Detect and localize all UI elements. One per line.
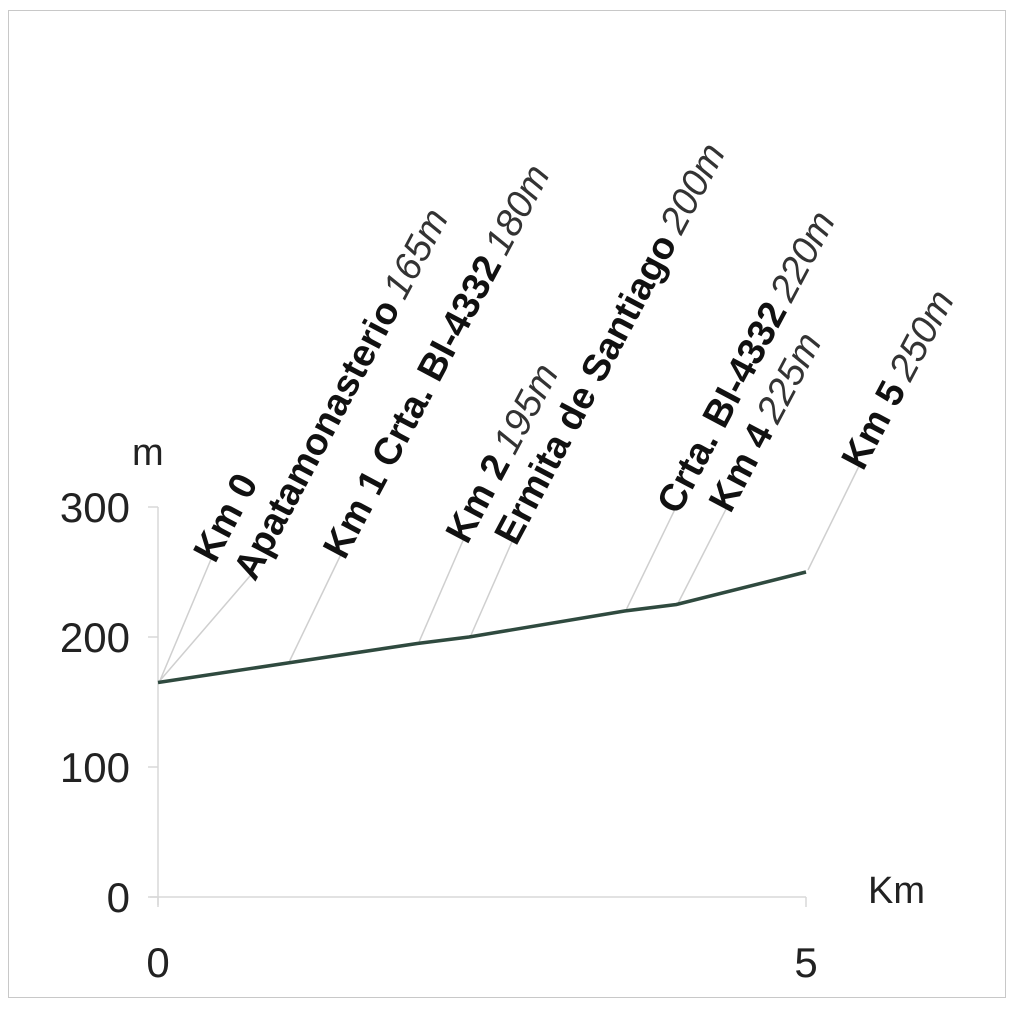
y-tick-label: 200 bbox=[60, 614, 130, 661]
series-layer bbox=[157, 570, 807, 685]
x-tick-label: 0 bbox=[146, 939, 169, 986]
leader-line bbox=[807, 461, 862, 571]
y-tick-label: 100 bbox=[60, 744, 130, 791]
y-tick-label: 0 bbox=[107, 874, 130, 921]
leader-line bbox=[159, 572, 254, 681]
y-tick-label: 300 bbox=[60, 484, 130, 531]
leader-line bbox=[288, 550, 344, 662]
leader-line bbox=[418, 535, 466, 642]
waypoint-label: Km 5250m bbox=[834, 283, 963, 476]
elevation-line bbox=[157, 570, 807, 685]
axes: 0 100 200 300 0 5 bbox=[60, 484, 818, 986]
leader-line bbox=[677, 504, 730, 603]
leader-line bbox=[625, 505, 678, 610]
leader-line bbox=[470, 536, 515, 636]
leader-lines bbox=[159, 461, 862, 681]
leader-line bbox=[159, 554, 214, 681]
y-axis-title: m bbox=[132, 432, 164, 474]
x-tick-label: 5 bbox=[794, 939, 817, 986]
x-axis-title: Km bbox=[868, 870, 925, 912]
